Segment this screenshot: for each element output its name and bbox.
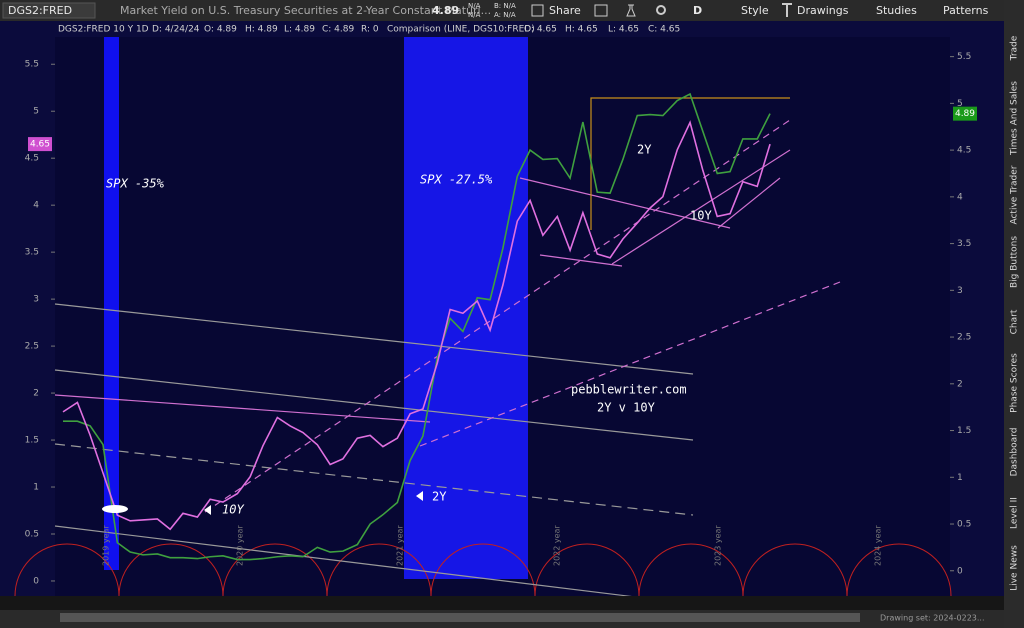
series-line [62, 120, 771, 531]
y2-tick-label: 2 [33, 389, 39, 399]
y-tick-label: 3 [957, 286, 963, 296]
header-item: D: 4/24/24 [152, 25, 200, 35]
sidebar-tab[interactable]: Phase Scores [1010, 353, 1020, 413]
price-badge [953, 106, 977, 121]
annotation: 2Y [432, 490, 447, 504]
header-item: C: 4.89 [322, 25, 354, 35]
flask-icon[interactable] [626, 4, 636, 17]
drawing-set: Drawing set: 2024-0223... [880, 614, 985, 623]
style-button[interactable]: Style [741, 4, 769, 17]
y-tick-label: 2 [957, 379, 963, 389]
annotation: 10Y [222, 503, 244, 517]
bid: B: N/A [494, 2, 516, 10]
scroll-thumb[interactable] [60, 613, 860, 622]
series-line [62, 92, 771, 561]
na: N/A [468, 2, 481, 10]
series-label: 10Y [690, 209, 712, 223]
trend-lines [54, 97, 841, 601]
y-tick-label: 1 [957, 473, 963, 483]
y2-tick-label: 5 [33, 107, 39, 117]
text-icon[interactable] [782, 3, 792, 17]
y-tick-label: 0 [957, 566, 963, 576]
shade-2022 [404, 37, 528, 579]
symbol-box[interactable] [2, 2, 96, 19]
sidebar-tab[interactable]: Active Trader [1010, 165, 1020, 224]
sidebar-tab[interactable]: Chart [1010, 309, 1020, 334]
left-axis-area [0, 21, 55, 596]
marker-ellipse [102, 505, 128, 513]
gear-icon[interactable] [656, 5, 666, 15]
y2-tick-label: 1.5 [25, 436, 39, 446]
annotation: 2Y v 10Y [597, 401, 656, 415]
sidebar-tab[interactable]: Times And Sales [1010, 81, 1020, 156]
sidebar-tab[interactable]: Live News [1010, 545, 1020, 591]
studies-button[interactable]: Studies [876, 4, 917, 17]
header-item: R: 0 [361, 25, 379, 35]
description: Market Yield on U.S. Treasury Securities… [120, 4, 491, 17]
header-item: H: 4.65 [565, 25, 598, 35]
y-tick-label: 2.5 [957, 333, 971, 343]
header-item: Comparison (LINE, DGS10:FRED) [387, 25, 535, 35]
cycle-arcs [14, 543, 952, 597]
arrow [416, 491, 423, 501]
price-badge-label: 4.65 [30, 140, 50, 150]
share-icon[interactable] [531, 4, 544, 17]
shade-covid [104, 37, 119, 570]
header-item: O: 4.89 [204, 25, 237, 35]
cycle-label: 2023 year [714, 525, 723, 566]
y2-tick-label: 4 [33, 201, 39, 211]
y2-tick-label: 1 [33, 483, 39, 493]
x-axis-bar [0, 596, 1004, 610]
header-item: L: 4.65 [608, 25, 639, 35]
y2-tick-label: 0.5 [25, 529, 39, 539]
sidebar-tab[interactable]: Level II [1010, 497, 1020, 529]
share-button[interactable]: Share [549, 4, 581, 17]
sidebar-tab[interactable]: Dashboard [1010, 428, 1020, 477]
header-item: C: 4.65 [648, 25, 680, 35]
toolbar [0, 0, 1004, 21]
ask: A: N/A [494, 11, 516, 19]
grid-icon[interactable] [594, 4, 608, 17]
header-item: H: 4.89 [245, 25, 278, 35]
drawings-button[interactable]: Drawings [797, 4, 849, 17]
annotation: SPX -27.5% [420, 173, 493, 187]
series-label: 2Y [637, 143, 652, 157]
header-item: O: 4.65 [524, 25, 557, 35]
y2-tick-label: 4.5 [25, 154, 39, 164]
cycle-label: 2022 year [553, 525, 562, 566]
symbol[interactable]: DGS2:FRED [8, 4, 72, 17]
y-tick-label: 5 [957, 99, 963, 109]
last-price: 4.89 [432, 4, 459, 17]
y-tick-label: 4.5 [957, 146, 971, 156]
cycle-label: 2020 year [236, 525, 245, 566]
annotation: SPX -35% [106, 177, 165, 191]
y2-tick-label: 3.5 [25, 248, 39, 258]
y-tick-label: 0.5 [957, 520, 971, 530]
cycle-label: 2019 year [102, 525, 111, 566]
y2-tick-label: 2.5 [25, 342, 39, 352]
header-item: L: 4.89 [284, 25, 315, 35]
cycle-label: 2024 year [874, 525, 883, 566]
na: N/A [468, 11, 481, 19]
y2-tick-label: 5.5 [25, 60, 39, 70]
arrow [204, 505, 211, 515]
sidebar [1004, 0, 1024, 628]
y-tick-label: 1.5 [957, 426, 971, 436]
period-button[interactable]: D [693, 4, 702, 17]
price-badge [28, 137, 52, 152]
y2-tick-label: 0 [33, 576, 39, 586]
sidebar-tab[interactable]: Trade [1010, 35, 1020, 61]
header-row [55, 21, 950, 37]
y-tick-label: 5.5 [957, 52, 971, 62]
y2-tick-label: 3 [33, 295, 39, 305]
patterns-button[interactable]: Patterns [943, 4, 989, 17]
header-item: DGS2:FRED 10 Y 1D [58, 25, 149, 35]
sidebar-tab[interactable]: Big Buttons [1010, 236, 1020, 288]
y-tick-label: 3.5 [957, 239, 971, 249]
y-tick-label: 4 [957, 192, 963, 202]
price-badge-label: 4.89 [955, 109, 975, 119]
annotation: pebblewriter.com [571, 383, 687, 397]
cycle-label: 2021 year [396, 525, 405, 566]
